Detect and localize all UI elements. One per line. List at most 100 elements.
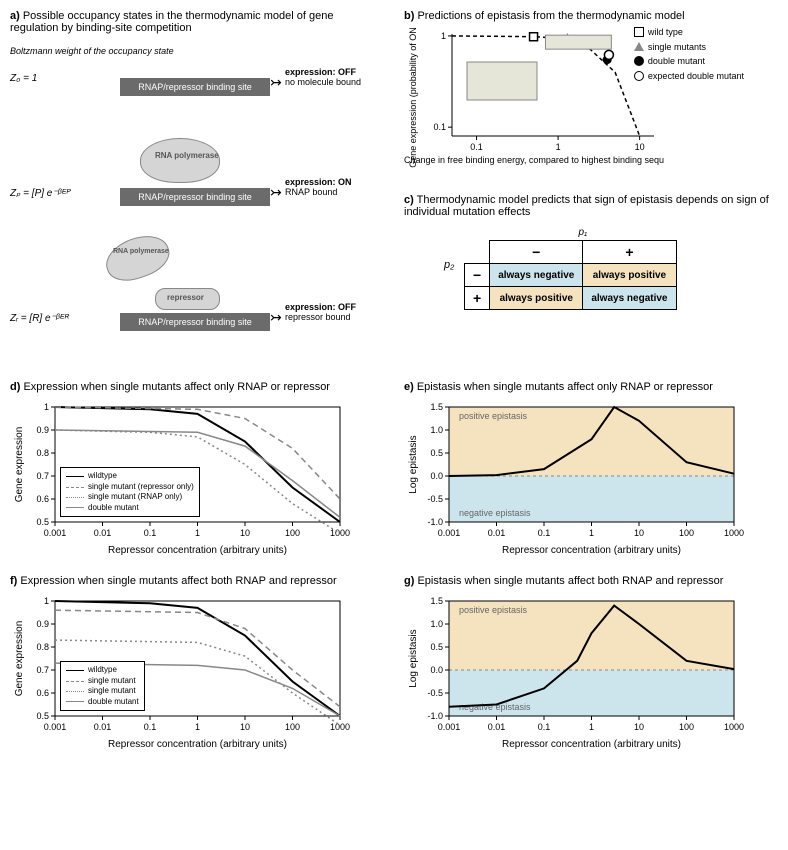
panel-g-title-text: Epistasis when single mutants affect bot… xyxy=(417,575,723,587)
p2-label: p₂ xyxy=(444,259,454,271)
boltzmann-label: Boltzmann weight of the occupancy state xyxy=(10,46,174,57)
panel-f-title: f) Expression when single mutants affect… xyxy=(10,575,384,587)
panel-g: g) Epistasis when single mutants affect … xyxy=(404,575,778,751)
svg-text:100: 100 xyxy=(679,528,694,538)
cell-np: always positive xyxy=(583,264,676,287)
cell-nn: always negative xyxy=(490,264,583,287)
expr-1: expression: OFFno molecule bound xyxy=(285,68,361,88)
binding-site-1: RNAP/repressor binding site xyxy=(120,78,270,96)
cell-pp: always negative xyxy=(583,287,676,310)
epistasis-table: p₁ −+ −always negativealways positive +a… xyxy=(464,224,677,310)
svg-text:1: 1 xyxy=(195,528,200,538)
svg-text:0.5: 0.5 xyxy=(36,711,49,721)
zp-label: Zₚ = [P] e⁻ᵝᴱᴾ xyxy=(10,188,71,199)
svg-text:1: 1 xyxy=(441,31,446,41)
svg-text:Log epistasis: Log epistasis xyxy=(408,435,419,493)
svg-text:positive epistasis: positive epistasis xyxy=(459,605,528,615)
panel-a: a) Possible occupancy states in the ther… xyxy=(10,10,384,363)
svg-text:-1.0: -1.0 xyxy=(427,711,443,721)
svg-text:1: 1 xyxy=(556,142,561,152)
rnap-blob-2 xyxy=(100,228,175,288)
svg-text:0.5: 0.5 xyxy=(430,448,443,458)
legend-expected: expected double mutant xyxy=(648,70,744,83)
svg-text:0.5: 0.5 xyxy=(36,517,49,527)
svg-text:1.5: 1.5 xyxy=(430,596,443,606)
svg-text:10: 10 xyxy=(634,722,644,732)
figure-root: a) Possible occupancy states in the ther… xyxy=(10,10,778,840)
svg-text:10: 10 xyxy=(240,722,250,732)
repressor-label: repressor xyxy=(167,293,204,302)
svg-text:0.7: 0.7 xyxy=(36,471,49,481)
svg-text:0.0: 0.0 xyxy=(430,665,443,675)
svg-text:1: 1 xyxy=(589,722,594,732)
panel-c-title-text: Thermodynamic model predicts that sign o… xyxy=(404,194,769,218)
svg-text:0.1: 0.1 xyxy=(144,528,157,538)
state-2: Zₚ = [P] e⁻ᵝᴱᴾ RNA polymerase RNAP/repre… xyxy=(10,133,384,223)
legend-double: double mutant xyxy=(648,55,705,68)
svg-text:0.8: 0.8 xyxy=(36,642,49,652)
svg-text:0.7: 0.7 xyxy=(36,665,49,675)
rnap-label-2: RNA polymerase xyxy=(113,248,169,255)
panel-f-title-text: Expression when single mutants affect bo… xyxy=(20,575,336,587)
svg-text:100: 100 xyxy=(679,722,694,732)
svg-text:0.5: 0.5 xyxy=(430,642,443,652)
binding-site-3: RNAP/repressor binding site xyxy=(120,313,270,331)
svg-text:Change in free binding energy,: Change in free binding energy, compared … xyxy=(404,155,664,165)
panel-a-title: a) Possible occupancy states in the ther… xyxy=(10,10,384,34)
z0-label: Z₀ = 1 xyxy=(10,73,37,84)
zr-label: Zᵣ = [R] e⁻ᵝᴱᴿ xyxy=(10,313,69,324)
legend-b: wild type single mutants double mutant e… xyxy=(634,26,744,84)
svg-text:0.001: 0.001 xyxy=(438,722,461,732)
panel-b-title-text: Predictions of epistasis from the thermo… xyxy=(417,10,684,22)
panel-d: d) Expression when single mutants affect… xyxy=(10,381,384,557)
panel-e: e) Epistasis when single mutants affect … xyxy=(404,381,778,557)
svg-text:Gene expression: Gene expression xyxy=(14,427,25,503)
p1-label: p₁ xyxy=(490,224,676,241)
svg-text:Gene expression (probability o: Gene expression (probability of ON state… xyxy=(408,26,418,168)
row-minus: − xyxy=(465,264,490,287)
panel-d-title-text: Expression when single mutants affect on… xyxy=(23,381,330,393)
svg-text:1: 1 xyxy=(195,722,200,732)
svg-text:0.001: 0.001 xyxy=(438,528,461,538)
svg-text:0.1: 0.1 xyxy=(538,722,551,732)
col-minus: − xyxy=(490,241,583,264)
svg-text:Repressor concentration (arbit: Repressor concentration (arbitrary units… xyxy=(502,739,681,750)
svg-text:negative epistasis: negative epistasis xyxy=(459,702,531,712)
svg-text:0.8: 0.8 xyxy=(36,448,49,458)
chart-b: 0.11100.11Gene expression (probability o… xyxy=(404,26,744,176)
svg-text:1000: 1000 xyxy=(724,722,744,732)
svg-text:1000: 1000 xyxy=(330,722,350,732)
svg-text:Repressor concentration (arbit: Repressor concentration (arbitrary units… xyxy=(502,545,681,556)
svg-text:1.0: 1.0 xyxy=(430,619,443,629)
chart-f: 0.50.60.70.80.910.0010.010.11101001000Ge… xyxy=(10,591,350,751)
panel-g-title: g) Epistasis when single mutants affect … xyxy=(404,575,778,587)
panel-b-title: b) Predictions of epistasis from the the… xyxy=(404,10,778,22)
svg-text:0.9: 0.9 xyxy=(36,425,49,435)
svg-text:1: 1 xyxy=(44,402,49,412)
svg-text:0.9: 0.9 xyxy=(36,619,49,629)
svg-text:0.1: 0.1 xyxy=(433,122,446,132)
svg-text:Gene expression: Gene expression xyxy=(14,621,25,697)
legend-wild: wild type xyxy=(648,26,683,39)
svg-text:0.01: 0.01 xyxy=(488,722,506,732)
panel-f: f) Expression when single mutants affect… xyxy=(10,575,384,751)
svg-text:1: 1 xyxy=(589,528,594,538)
panel-a-title-text: Possible occupancy states in the thermod… xyxy=(10,10,333,34)
svg-text:10: 10 xyxy=(635,142,645,152)
rnap-label-1: RNA polymerase xyxy=(155,151,219,160)
svg-text:10: 10 xyxy=(240,528,250,538)
panel-e-title-text: Epistasis when single mutants affect onl… xyxy=(417,381,713,393)
svg-text:1.0: 1.0 xyxy=(430,425,443,435)
promoter-arrow-1: ↣ xyxy=(270,74,282,91)
panel-b-c-col: b) Predictions of epistasis from the the… xyxy=(404,10,778,363)
svg-text:positive epistasis: positive epistasis xyxy=(459,411,528,421)
row-plus: + xyxy=(465,287,490,310)
chart-b-svg: 0.11100.11Gene expression (probability o… xyxy=(404,26,664,171)
binding-site-2: RNAP/repressor binding site xyxy=(120,188,270,206)
panel-c-title: c) Thermodynamic model predicts that sig… xyxy=(404,194,778,218)
svg-text:0.001: 0.001 xyxy=(44,528,67,538)
svg-text:1: 1 xyxy=(44,596,49,606)
panel-d-title: d) Expression when single mutants affect… xyxy=(10,381,384,393)
svg-text:-1.0: -1.0 xyxy=(427,517,443,527)
svg-text:0.01: 0.01 xyxy=(488,528,506,538)
